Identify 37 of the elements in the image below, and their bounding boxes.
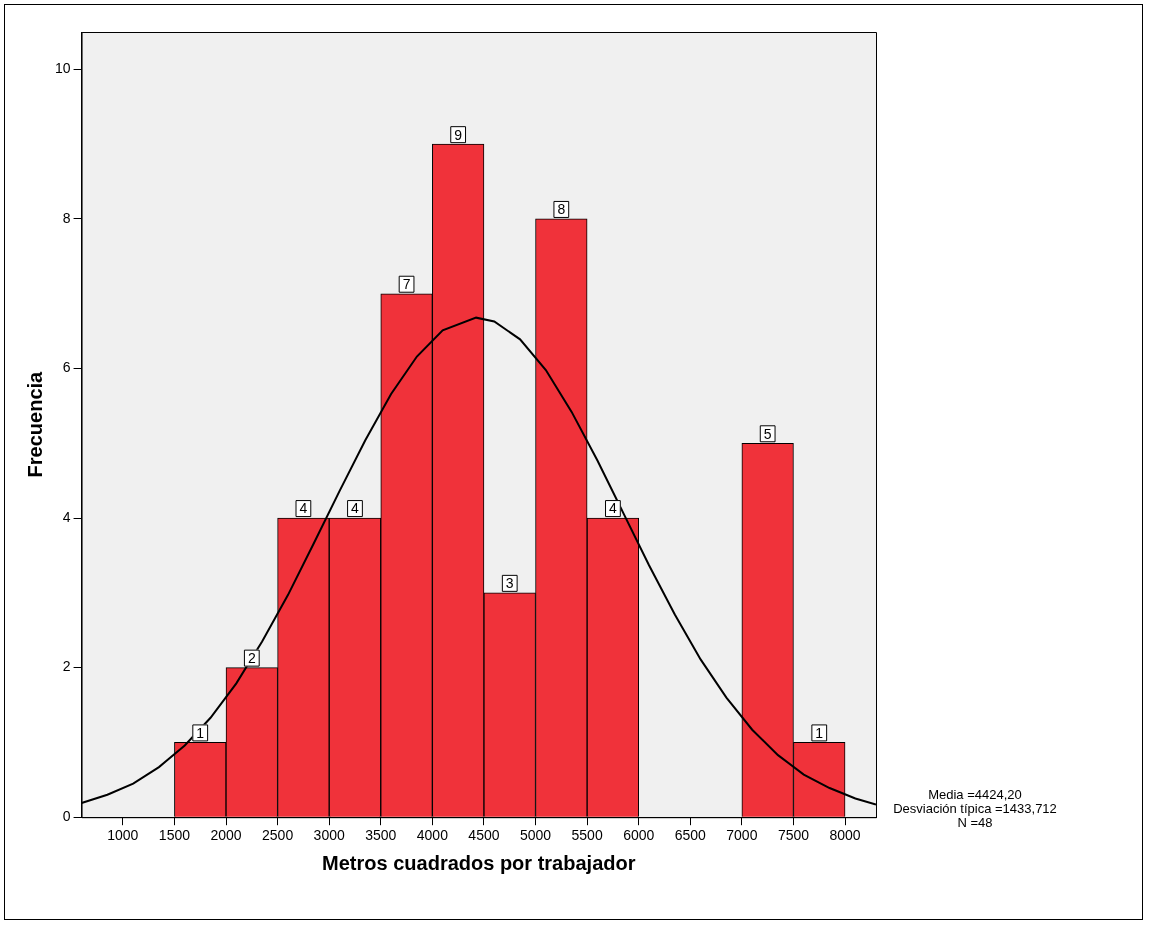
y-axis-title: Frecuencia [23, 370, 46, 478]
x-tick-label: 4000 [416, 827, 449, 844]
data-label: 7 [402, 276, 411, 293]
x-tick-label: 7000 [726, 827, 758, 844]
data-label: 3 [505, 575, 514, 592]
y-tick-label: 6 [62, 359, 71, 376]
x-tick-label: 3500 [365, 827, 397, 844]
y-tick-label: 4 [62, 508, 71, 525]
x-tick-label: 6500 [674, 827, 707, 844]
y-tick-label: 8 [62, 209, 71, 226]
text: N =48 [956, 815, 994, 830]
data-label: 1 [196, 724, 205, 741]
x-tick-label: 2500 [262, 827, 294, 844]
x-tick-label: 5500 [571, 827, 603, 844]
data-label: 4 [351, 500, 360, 517]
x-tick-label: 4500 [468, 827, 500, 844]
y-tick-label: 2 [62, 658, 71, 675]
x-tick-label: 3000 [313, 827, 345, 844]
data-label: 4 [609, 500, 618, 517]
x-tick-label: 5000 [519, 827, 552, 844]
text: Desviación típica =1433,712 [892, 801, 1058, 816]
x-tick-label: 2000 [210, 827, 242, 844]
data-label: 9 [454, 126, 463, 143]
x-tick-label: 1500 [158, 827, 191, 844]
x-tick-label: 6000 [623, 827, 655, 844]
x-tick-label: 8000 [829, 827, 861, 844]
y-tick-label: 10 [54, 60, 71, 77]
x-tick-label: 1000 [107, 827, 139, 844]
data-label: 2 [247, 650, 256, 666]
data-label: 8 [557, 201, 566, 218]
y-tick-label: 0 [62, 808, 71, 825]
data-label: 1 [815, 724, 824, 741]
x-axis-title: Metros cuadrados por trabajador [322, 851, 636, 874]
text: Media =4424,20 [927, 787, 1023, 802]
data-label: 5 [763, 425, 772, 442]
data-label: 4 [299, 500, 308, 517]
x-tick-label: 7500 [777, 827, 810, 844]
